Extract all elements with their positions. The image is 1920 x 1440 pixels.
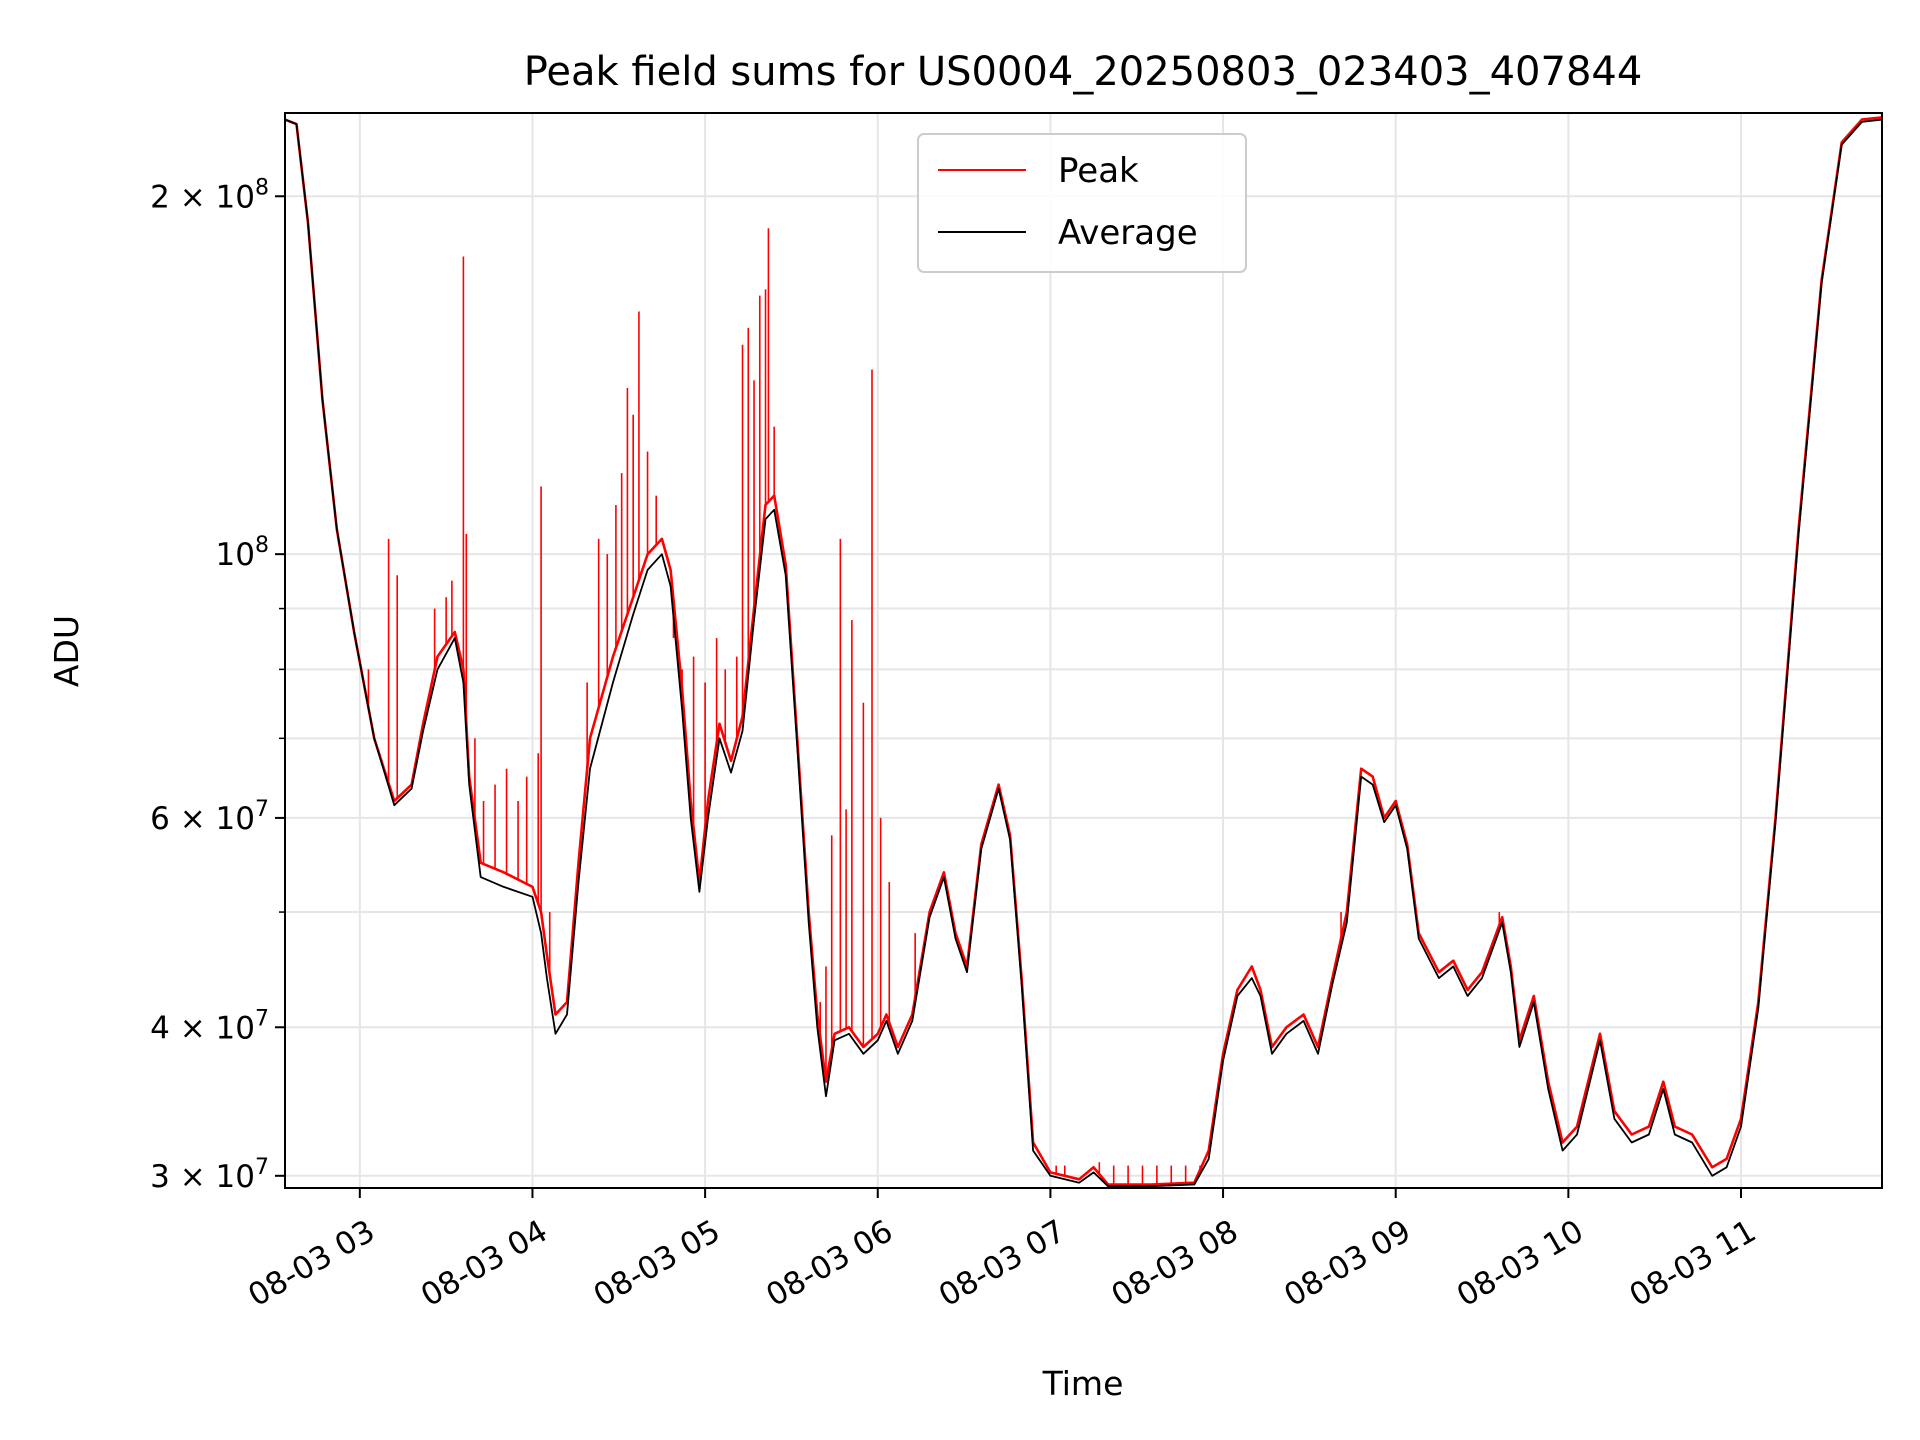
series-line-peak [284, 116, 1883, 1186]
y-tick-label: 108 [216, 533, 269, 573]
y-tick-label: 4 × 107 [150, 1006, 269, 1046]
legend-box [917, 133, 1247, 273]
legend-label-average: Average [1058, 213, 1198, 253]
legend: Peak Average [917, 133, 1247, 273]
plot-frame [284, 112, 1883, 1189]
y-tick-label: 6 × 107 [150, 797, 269, 837]
y-axis: 3 × 107 4 × 107 6 × 107 108 2 × 108 [150, 175, 285, 1195]
y-tick-label: 3 × 107 [150, 1155, 269, 1195]
y-tick-label: 2 × 108 [150, 175, 269, 215]
y-axis-label: ADU [47, 615, 86, 687]
chart-title: Peak field sums for US0004_20250803_0234… [524, 49, 1643, 95]
x-axis-label: Time [1042, 1364, 1124, 1403]
legend-label-peak: Peak [1058, 151, 1139, 191]
series-layer [284, 116, 1883, 1188]
series-line-average [284, 118, 1883, 1188]
